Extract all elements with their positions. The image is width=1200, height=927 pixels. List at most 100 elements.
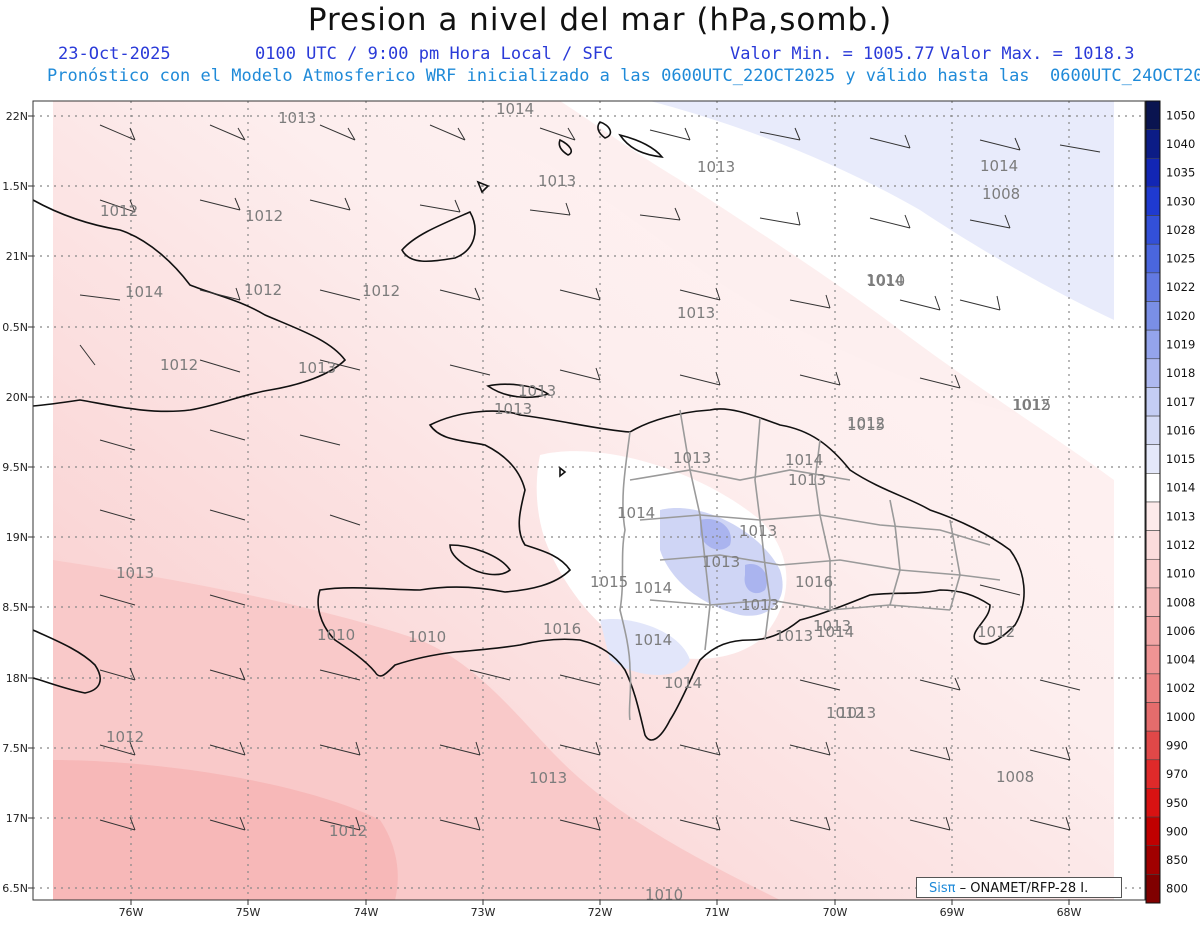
contour-label: 1013 <box>673 449 711 467</box>
contour-label: 1008 <box>996 768 1034 786</box>
colorbar-label: 1015 <box>1166 452 1195 466</box>
coastline-inagua <box>401 210 476 262</box>
lon-label: 70W <box>823 906 848 919</box>
colorbar-swatch <box>1145 387 1161 417</box>
contour-label: 1015 <box>590 573 628 591</box>
lat-label: 19N <box>6 531 28 544</box>
lat-label: 0.5N <box>2 321 28 334</box>
contour-label: 1010 <box>645 886 683 904</box>
colorbar-swatch <box>1145 759 1161 789</box>
colorbar-label: 800 <box>1166 882 1188 896</box>
lat-label: 9.5N <box>2 461 28 474</box>
lon-label: 72W <box>588 906 613 919</box>
coastline-island-small <box>476 180 490 194</box>
forecast-time: 0100 UTC / 9:00 pm Hora Local / SFC <box>255 44 614 64</box>
pressure-shading <box>53 101 1114 900</box>
colorbar-swatch <box>1145 100 1161 130</box>
colorbar-label: 1000 <box>1166 710 1195 724</box>
contour-label: 1012 <box>977 623 1015 641</box>
contour-label: 1013 <box>538 172 576 190</box>
colorbar-swatch <box>1145 788 1161 818</box>
lat-label: 7.5N <box>2 742 28 755</box>
colorbar-label: 1006 <box>1166 624 1195 638</box>
colorbar-label: 1016 <box>1166 423 1195 437</box>
forecast-date: 23-Oct-2025 <box>58 44 171 64</box>
colorbar-swatch <box>1145 673 1161 703</box>
contour-label: 1016 <box>543 620 581 638</box>
colorbar-label: 850 <box>1166 853 1188 867</box>
contour-label: 1012 <box>329 822 367 840</box>
coastline-jamaica <box>32 629 101 694</box>
colorbar-label: 990 <box>1166 738 1188 752</box>
colorbar-swatch <box>1145 530 1161 560</box>
colorbar-label: 1014 <box>1166 481 1195 495</box>
lat-label: 8.5N <box>2 601 28 614</box>
contour-label: 1014 <box>866 271 904 289</box>
contour-label: 1014 <box>785 451 823 469</box>
contour-label: 1013 <box>298 359 336 377</box>
credit-box: Sisπ – ONAMET/RFP-28 I. <box>916 877 1122 898</box>
contour-label: 1012 <box>100 202 138 220</box>
contour-label: 1013 <box>702 553 740 571</box>
colorbar-label: 1020 <box>1166 309 1195 323</box>
colorbar-swatch <box>1145 329 1161 360</box>
colorbar-swatch <box>1145 558 1161 589</box>
colorbar-swatch <box>1145 501 1161 531</box>
max-value: Valor Max. = 1018.3 <box>940 44 1135 64</box>
contour-label: 1013 <box>278 109 316 127</box>
colorbar-label: 1018 <box>1166 366 1195 380</box>
lat-label: 1.5N <box>2 180 28 193</box>
contour-label: 1015 <box>847 416 885 434</box>
contour-label: 1014 <box>496 100 534 118</box>
colorbar-label: 1019 <box>1166 337 1195 351</box>
min-value: Valor Min. = 1005.77 <box>730 44 935 64</box>
contour-label: 1014 <box>125 283 163 301</box>
colorbar-swatch <box>1145 129 1161 159</box>
coastline-hispaniola <box>317 408 1025 741</box>
colorbar-label: 1004 <box>1166 653 1195 667</box>
colorbar-label: 1010 <box>1166 567 1195 581</box>
colorbar-label: 950 <box>1166 796 1188 810</box>
lon-label: 69W <box>940 906 965 919</box>
colorbar-swatch <box>1145 473 1161 503</box>
coastlines <box>32 121 1025 741</box>
contour-label: 1015 <box>1013 396 1051 414</box>
colorbar-swatch <box>1145 816 1161 847</box>
coastline-dot <box>559 466 567 478</box>
colorbar-swatch <box>1145 616 1161 646</box>
colorbar-label: 1035 <box>1166 166 1195 180</box>
lon-label: 74W <box>354 906 379 919</box>
contour-label: 1012 <box>1012 396 1050 414</box>
colorbar-label: 1012 <box>1166 538 1195 552</box>
contour-label: 1012 <box>244 281 282 299</box>
contour-label: 1014 <box>617 504 655 522</box>
contour-labels: 1014 1013 1014 1015 1013 1012 1013 1012 1014 1012… <box>100 100 1051 904</box>
coastline-cuba <box>32 199 347 413</box>
colorbar-swatch <box>1145 444 1161 474</box>
contour-label: 1014 <box>634 631 672 649</box>
colorbar-swatch <box>1145 730 1161 761</box>
contour-label: 1013 <box>677 304 715 322</box>
contour-label: 1013 <box>116 564 154 582</box>
colorbar-swatch <box>1145 644 1161 675</box>
contour-label: 1012 <box>160 356 198 374</box>
colorbar-swatch <box>1145 215 1161 245</box>
longitude-labels: 76W 75W 74W 73W 72W 71W 70W 69W 68W <box>119 900 1082 919</box>
contour-label: 1013 <box>788 471 826 489</box>
contour-label: 1013 <box>697 158 735 176</box>
colorbar-swatch <box>1145 186 1161 216</box>
colorbar-swatch <box>1145 845 1161 875</box>
lat-label: 20N <box>6 391 28 404</box>
colorbar-label: 900 <box>1166 824 1188 838</box>
colorbar-label: 1030 <box>1166 194 1195 208</box>
plot-border <box>32 100 1146 901</box>
contour-label: 1013 <box>741 596 779 614</box>
contour-label: 1012 <box>106 728 144 746</box>
lat-label: 6.5N <box>2 882 28 895</box>
wind-barbs <box>79 124 1101 831</box>
colorbar-swatch <box>1145 415 1161 446</box>
contour-label: 1012 <box>245 207 283 225</box>
contour-label: 1012 <box>826 704 864 722</box>
colorbar-swatch <box>1145 272 1161 302</box>
latitude-labels: 22N 1.5N 21N 0.5N 20N 9.5N 19N 8.5N 18N 7.5N 17N 6.… <box>2 110 33 895</box>
